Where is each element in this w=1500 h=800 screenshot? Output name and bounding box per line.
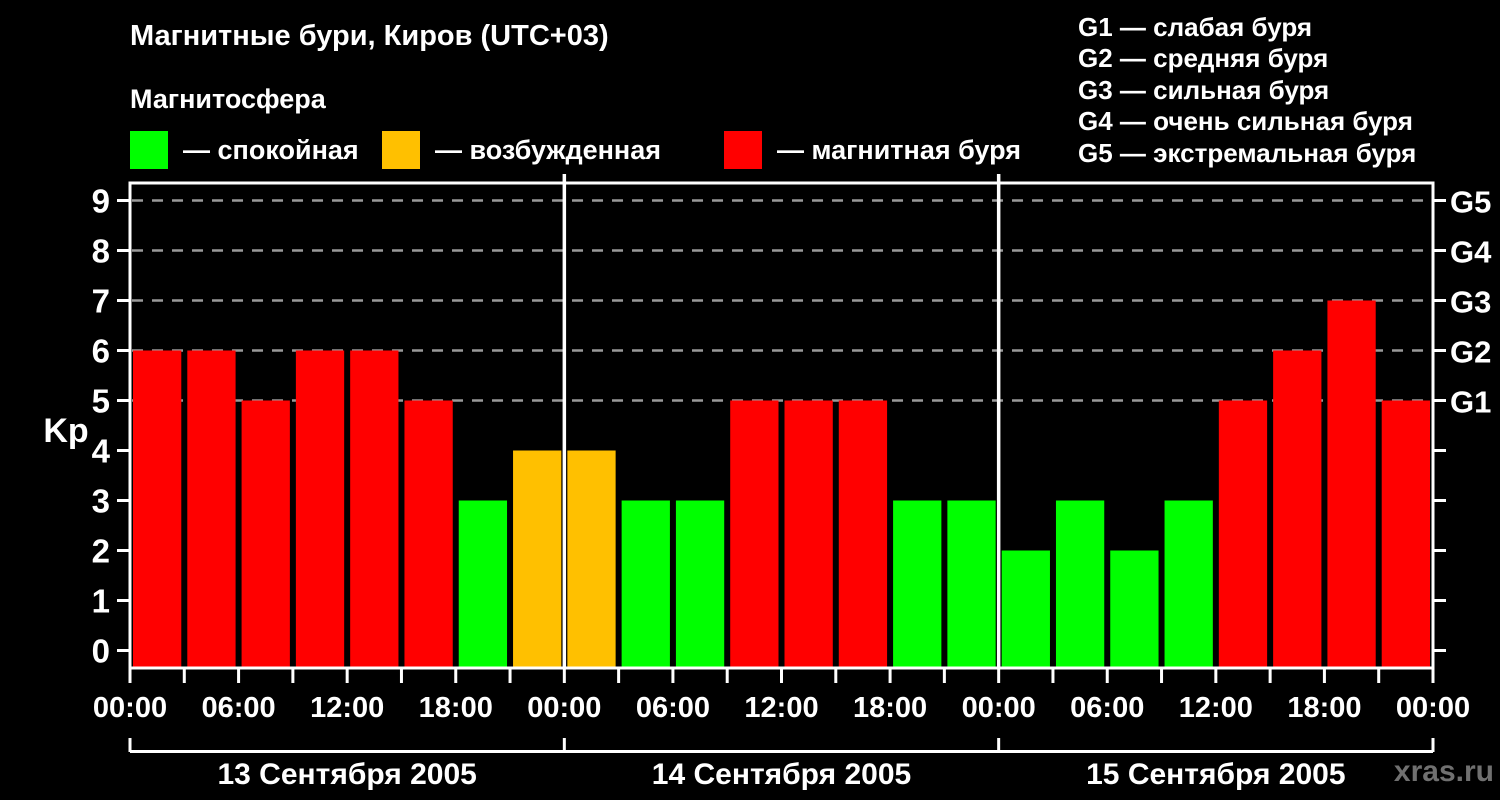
legend-item-storm: — магнитная буря bbox=[724, 131, 1021, 169]
kp-bar-day2-6h bbox=[675, 500, 725, 667]
kp-bar-day3-0h bbox=[1001, 550, 1050, 667]
kp-bar-day3-21h bbox=[1381, 400, 1430, 667]
y-axis-label-0: 0 bbox=[92, 633, 110, 670]
plot-border bbox=[128, 181, 1435, 670]
storm-color-swatch bbox=[724, 131, 762, 169]
kp-bar-day1-18h bbox=[458, 500, 508, 667]
kp-bar-day1-21h bbox=[513, 450, 562, 667]
legend-item-label: — магнитная буря bbox=[777, 134, 1021, 165]
xras-watermark: xras.ru bbox=[1393, 755, 1494, 788]
date-label-day3: 15 Сентября 2005 bbox=[1086, 758, 1345, 791]
right-axis-label-g5: G5 bbox=[1450, 185, 1491, 220]
kp-bar-day3-18h bbox=[1327, 300, 1376, 667]
y-axis-label-4: 4 bbox=[92, 433, 111, 470]
kp-bar-day2-18h bbox=[893, 500, 942, 667]
x-axis-label-0: 00:00 bbox=[93, 692, 167, 724]
y-axis-label-1: 1 bbox=[92, 583, 110, 620]
legend-item-label: — возбужденная bbox=[435, 134, 661, 165]
kp-bar-day1-12h bbox=[350, 350, 399, 667]
kp-bar-day2-12h bbox=[784, 400, 833, 667]
y-axis-label-2: 2 bbox=[92, 533, 110, 570]
kp-bar-day2-9h bbox=[730, 400, 779, 667]
x-axis-label-12: 00:00 bbox=[1396, 692, 1470, 724]
legend-item-quiet: — спокойная bbox=[130, 131, 359, 169]
x-axis-label-9: 06:00 bbox=[1070, 692, 1144, 724]
kp-bar-day2-21h bbox=[947, 500, 996, 667]
y-axis-label-3: 3 bbox=[92, 483, 110, 520]
page-title: Магнитные бури, Киров (UTC+03) bbox=[130, 20, 609, 52]
date-label-day2: 14 Сентября 2005 bbox=[652, 758, 911, 791]
legend-item-label: — спокойная bbox=[183, 134, 359, 165]
storm-scale-line-g1: G1 — слабая буря bbox=[1078, 12, 1313, 42]
date-label-day1: 13 Сентября 2005 bbox=[217, 758, 476, 791]
kp-bar-day1-0h bbox=[133, 350, 182, 667]
legend-item-excited: — возбужденная bbox=[382, 131, 661, 169]
kp-bar-day1-15h bbox=[404, 400, 453, 667]
x-axis-label-5: 06:00 bbox=[636, 692, 710, 724]
magnetosphere-label: Магнитосфера bbox=[130, 84, 326, 114]
right-axis-label-g1: G1 bbox=[1450, 385, 1491, 420]
y-axis-label-9: 9 bbox=[92, 183, 110, 220]
kp-bar-day3-6h bbox=[1110, 550, 1159, 667]
kp-bar-day3-15h bbox=[1273, 350, 1322, 667]
kp-bar-day2-15h bbox=[838, 400, 888, 667]
right-axis-label-g3: G3 bbox=[1450, 285, 1491, 320]
x-axis-label-10: 12:00 bbox=[1179, 692, 1253, 724]
x-axis-label-6: 12:00 bbox=[744, 692, 818, 724]
y-axis-label-6: 6 bbox=[92, 333, 110, 370]
y-axis-label-5: 5 bbox=[92, 383, 110, 420]
right-axis-label-g2: G2 bbox=[1450, 335, 1491, 370]
right-axis-label-g4: G4 bbox=[1450, 235, 1492, 270]
excited-color-swatch bbox=[382, 131, 420, 169]
storm-scale-line-g3: G3 — сильная буря bbox=[1078, 74, 1330, 105]
x-axis-label-8: 00:00 bbox=[962, 692, 1036, 724]
storm-scale-line-g4: G4 — очень сильная буря bbox=[1078, 106, 1413, 137]
x-axis-label-11: 18:00 bbox=[1287, 692, 1361, 724]
quiet-color-swatch bbox=[130, 131, 168, 169]
storm-scale-line-g5: G5 — экстремальная буря bbox=[1078, 137, 1417, 168]
x-axis-label-1: 06:00 bbox=[201, 692, 275, 724]
kp-bar-day1-9h bbox=[295, 350, 345, 667]
y-axis-label-8: 8 bbox=[92, 233, 110, 270]
kp-bar-day3-9h bbox=[1164, 500, 1213, 667]
x-axis-label-3: 18:00 bbox=[419, 692, 493, 724]
y-axis-label-7: 7 bbox=[92, 283, 110, 320]
y-axis-title: Kp bbox=[43, 412, 88, 450]
x-axis-label-2: 12:00 bbox=[310, 692, 384, 724]
storm-scale-legend: G1 — слабая буря G2 — средняя буря G3 — … bbox=[1078, 12, 1416, 169]
x-axis-label-4: 00:00 bbox=[527, 692, 601, 724]
kp-bar-day3-12h bbox=[1218, 400, 1268, 667]
kp-bar-day2-0h bbox=[567, 450, 616, 667]
kp-bar-day2-3h bbox=[621, 500, 670, 667]
kp-bar-day3-3h bbox=[1055, 500, 1105, 667]
x-axis-label-7: 18:00 bbox=[853, 692, 927, 724]
storm-scale-line-g2: G2 — средняя буря bbox=[1078, 43, 1329, 74]
kp-bar-day1-6h bbox=[241, 400, 290, 667]
kp-bar-day1-3h bbox=[187, 350, 236, 667]
